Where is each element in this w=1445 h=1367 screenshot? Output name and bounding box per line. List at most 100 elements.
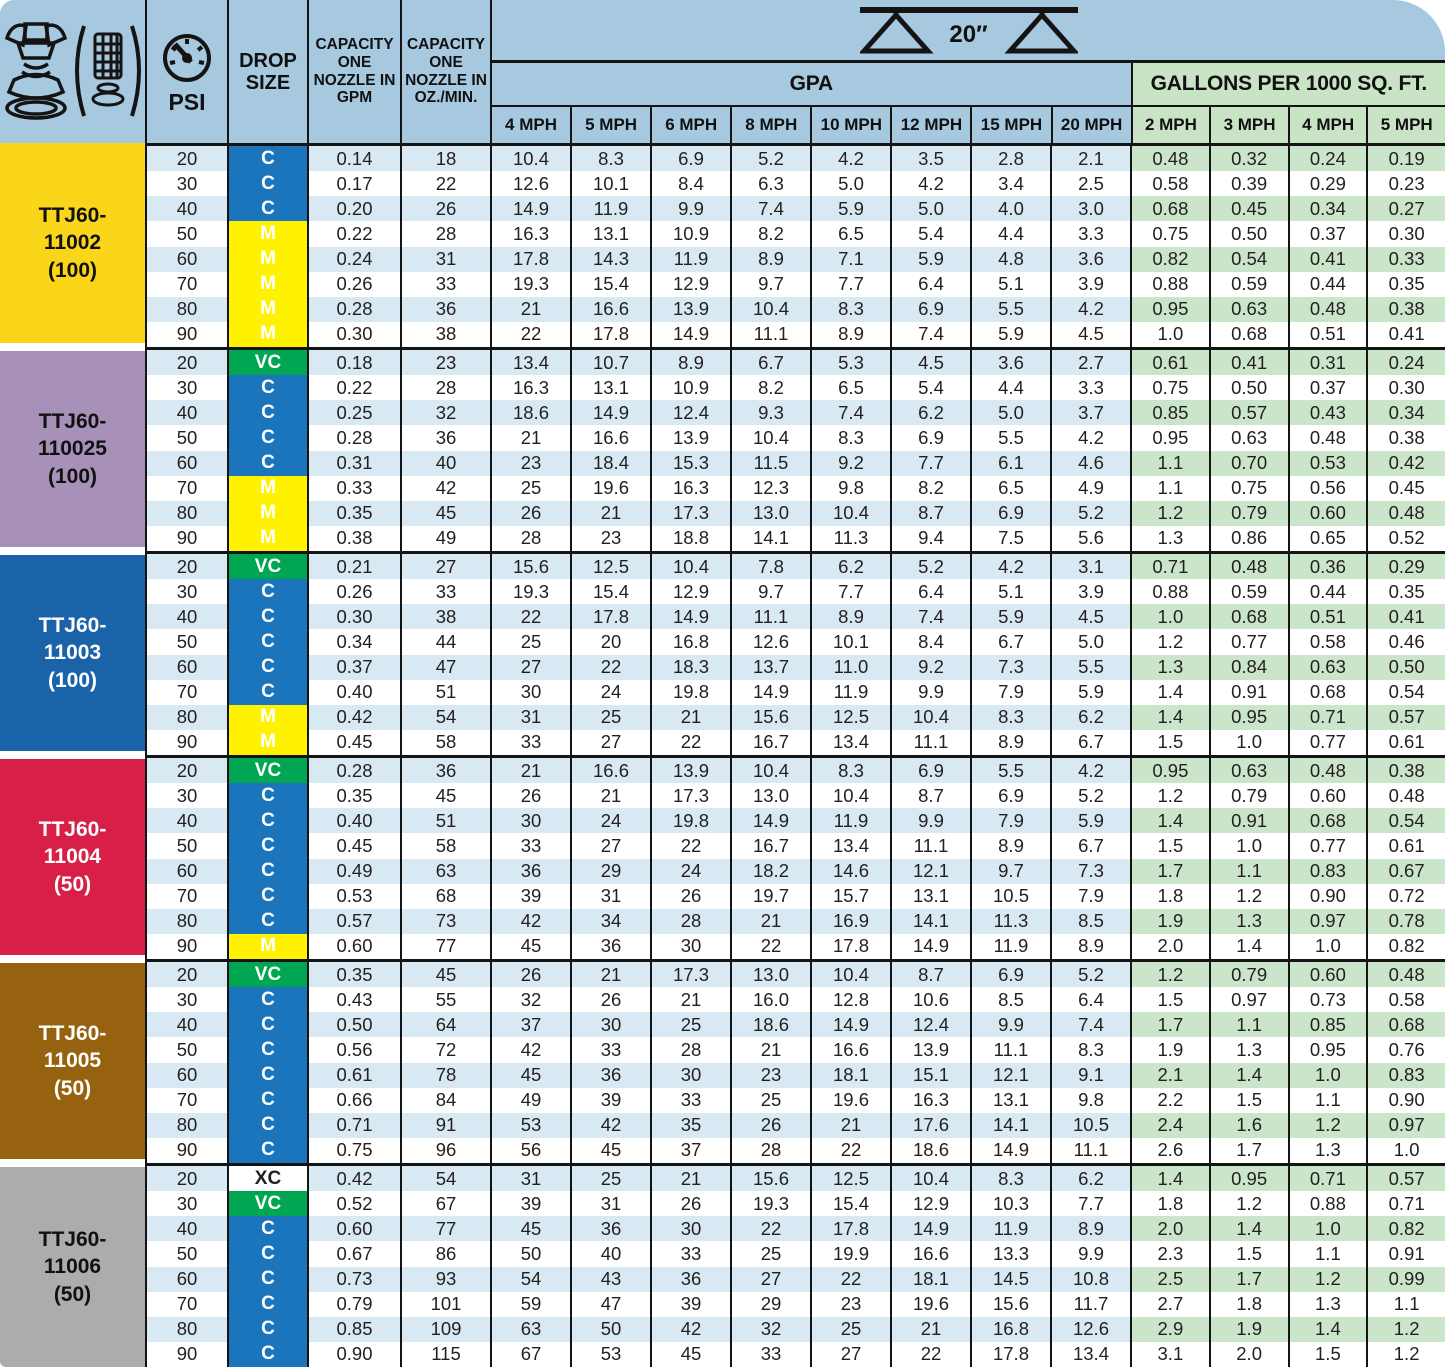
psi-value: 70 (145, 679, 227, 705)
gallons-per-1000sqft-value: 0.57 (1366, 704, 1445, 730)
gallons-per-1000sqft-value: 1.1 (1130, 450, 1209, 476)
gpa-value: 9.3 (730, 400, 810, 426)
gpa-value: 14.9 (730, 679, 810, 705)
gpa-value: 16.6 (890, 1241, 970, 1267)
gpa-value: 45 (570, 1137, 650, 1163)
gpa-value: 10.4 (890, 704, 970, 730)
capacity-gpm-value: 0.24 (307, 246, 400, 272)
gallons-per-1000sqft-value: 1.7 (1208, 1266, 1288, 1292)
gpa-value: 5.9 (970, 321, 1050, 347)
drop-size-value: XC (227, 1163, 307, 1192)
gpa-value: 11.1 (890, 833, 970, 859)
gpa-value: 22 (650, 729, 730, 755)
gallons-per-1000sqft-value: 1.3 (1130, 525, 1209, 551)
gpa-value: 10.3 (970, 1191, 1050, 1217)
drop-size-value: C (227, 1087, 307, 1113)
gpa-value: 25 (570, 704, 650, 730)
gpa-value: 24 (570, 808, 650, 834)
psi-value: 40 (145, 808, 227, 834)
drop-size-value: M (227, 296, 307, 322)
gpa-value: 13.9 (650, 296, 730, 322)
gallons-per-1000sqft-value: 1.6 (1208, 1112, 1288, 1138)
gpa-value: 7.5 (970, 525, 1050, 551)
gpa-value: 37 (490, 1012, 570, 1038)
gpa-value: 19.6 (890, 1291, 970, 1317)
capacity-oz-value: 45 (400, 500, 490, 526)
gallons-per-1000sqft-value: 1.3 (1287, 1291, 1367, 1317)
gpa-value: 4.2 (810, 143, 890, 172)
gallons-per-1000sqft-value: 0.95 (1130, 425, 1209, 451)
gpa-value: 5.9 (970, 604, 1050, 630)
gpa-value: 6.7 (1050, 833, 1130, 859)
gpa-value: 45 (490, 933, 570, 959)
gallons-per-1000sqft-value: 2.6 (1130, 1137, 1209, 1163)
capacity-gpm-value: 0.85 (307, 1316, 400, 1342)
gpa-value: 31 (570, 1191, 650, 1217)
gallons-per-1000sqft-value: 0.48 (1366, 500, 1445, 526)
capacity-oz-value: 51 (400, 679, 490, 705)
gpa-value: 3.3 (1050, 221, 1130, 247)
gpa-value: 8.4 (890, 629, 970, 655)
gpa-value: 6.9 (890, 425, 970, 451)
gpa-value: 17.8 (810, 1216, 890, 1242)
gpa-value: 8.3 (1050, 1037, 1130, 1063)
gpa-value: 3.9 (1050, 579, 1130, 605)
gpa-value: 9.2 (810, 450, 890, 476)
capacity-gpm-value: 0.35 (307, 500, 400, 526)
gallons-speed-header: 3 MPH (1209, 107, 1288, 143)
drop-size-value: M (227, 729, 307, 755)
capacity-gpm-value: 0.75 (307, 1137, 400, 1163)
gallons-header: GALLONS PER 1000 SQ. FT. (1132, 63, 1445, 107)
gpa-value: 14.9 (970, 1137, 1050, 1163)
gallons-per-1000sqft-value: 0.29 (1287, 171, 1367, 197)
rate-header-section: 20″ GPA 4 MPH 5 MPH 6 MPH 8 MPH 10 MPH 12 MPH… (490, 0, 1445, 143)
gallons-per-1000sqft-value: 1.7 (1130, 858, 1209, 884)
gallons-per-1000sqft-value: 0.75 (1130, 375, 1209, 401)
gpa-value: 12.3 (730, 475, 810, 501)
gpa-value: 8.7 (890, 500, 970, 526)
gpa-value: 3.6 (970, 347, 1050, 376)
gallons-per-1000sqft-value: 1.1 (1130, 475, 1209, 501)
gpa-value: 18.1 (810, 1062, 890, 1088)
gpa-value: 40 (570, 1241, 650, 1267)
gpa-value: 28 (650, 908, 730, 934)
capacity-gpm-value: 0.31 (307, 450, 400, 476)
gpa-value: 5.0 (1050, 629, 1130, 655)
drop-size-value: C (227, 450, 307, 476)
gpa-value: 18.4 (570, 450, 650, 476)
drop-size-value: C (227, 1316, 307, 1342)
gpa-value: 26 (490, 500, 570, 526)
drop-size-value: M (227, 321, 307, 347)
gpa-value: 67 (490, 1341, 570, 1367)
gallons-per-1000sqft-value: 0.34 (1366, 400, 1445, 426)
gallons-per-1000sqft-value: 0.83 (1366, 1062, 1445, 1088)
gpa-value: 16.7 (730, 833, 810, 859)
gpa-value: 5.5 (970, 296, 1050, 322)
gpa-speed-header: 8 MPH (730, 107, 810, 143)
gpa-value: 7.8 (730, 551, 810, 580)
gallons-per-1000sqft-value: 0.48 (1287, 425, 1367, 451)
gpa-value: 27 (490, 654, 570, 680)
psi-value: 70 (145, 475, 227, 501)
psi-value: 70 (145, 883, 227, 909)
gpa-value: 29 (730, 1291, 810, 1317)
gallons-per-1000sqft-value: 0.34 (1287, 196, 1367, 222)
capacity-gpm-value: 0.60 (307, 1216, 400, 1242)
gpa-value: 22 (570, 654, 650, 680)
psi-value: 20 (145, 347, 227, 376)
gallons-per-1000sqft-value: 2.3 (1130, 1241, 1209, 1267)
gpa-value: 5.2 (1050, 500, 1130, 526)
gallons-per-1000sqft-value: 0.35 (1366, 271, 1445, 297)
gpa-value: 13.1 (570, 221, 650, 247)
capacity-gpm-value: 0.42 (307, 704, 400, 730)
psi-value: 90 (145, 321, 227, 347)
gpa-value: 6.5 (970, 475, 1050, 501)
gallons-per-1000sqft-value: 0.42 (1366, 450, 1445, 476)
gpa-value: 49 (490, 1087, 570, 1113)
gpa-value: 3.3 (1050, 375, 1130, 401)
gpa-value: 27 (570, 729, 650, 755)
gallons-per-1000sqft-value: 0.54 (1208, 246, 1288, 272)
gpa-value: 10.4 (730, 755, 810, 784)
gallons-per-1000sqft-value: 0.48 (1287, 296, 1367, 322)
gallons-per-1000sqft-value: 1.4 (1130, 679, 1209, 705)
